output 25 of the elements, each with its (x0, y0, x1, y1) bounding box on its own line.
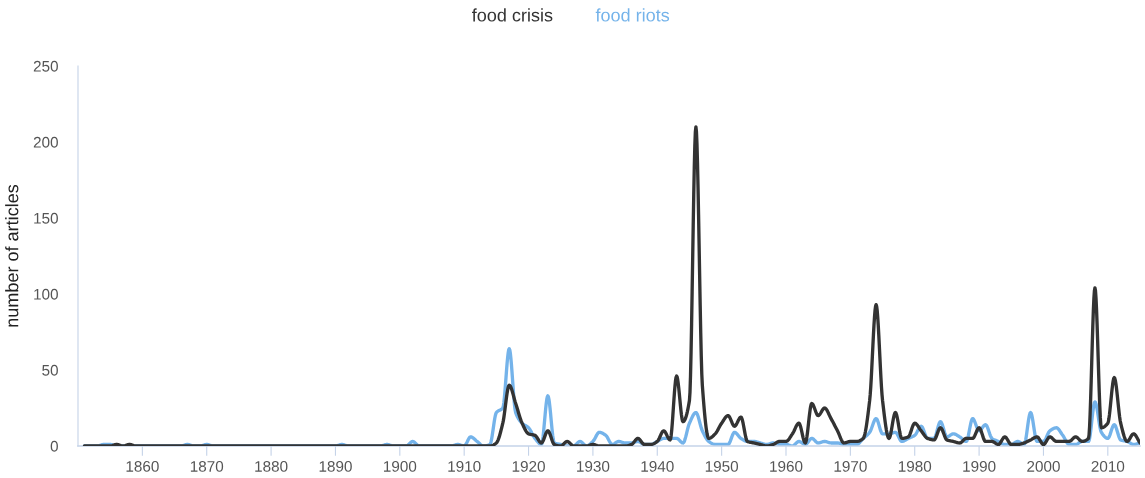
x-tick-label: 1990 (963, 460, 996, 472)
x-tick-label: 1870 (190, 460, 224, 472)
x-tick-label: 1930 (577, 460, 610, 472)
x-tick-label: 2010 (1091, 460, 1125, 472)
x-tick-label: 1860 (126, 460, 159, 472)
x-tick-label: 1890 (319, 460, 352, 472)
x-tick-label: 1940 (641, 460, 674, 472)
text: food riots (595, 8, 670, 22)
y-axis-title: number of articles (5, 184, 19, 327)
x-tick-label: 1880 (255, 460, 288, 472)
x-tick-label: 1980 (898, 460, 932, 472)
y-tick-label: 200 (33, 136, 58, 148)
x-tick-label: 1970 (834, 460, 867, 472)
y-tick-label: 250 (33, 60, 58, 72)
x-tick-label: 1900 (383, 460, 417, 472)
text: food crisis (472, 8, 553, 22)
y-tick-label: 150 (34, 212, 58, 224)
y-tick-label: 50 (42, 364, 58, 376)
x-tick-label: 1950 (705, 460, 739, 472)
x-tick-label: 2000 (1027, 460, 1060, 472)
x-tick-label: 1960 (770, 460, 803, 472)
x-tick-label: 1910 (448, 460, 481, 472)
y-tick-label: 100 (34, 288, 58, 300)
x-tick-label: 1920 (512, 460, 545, 472)
y-tick-label: 0 (50, 440, 58, 452)
